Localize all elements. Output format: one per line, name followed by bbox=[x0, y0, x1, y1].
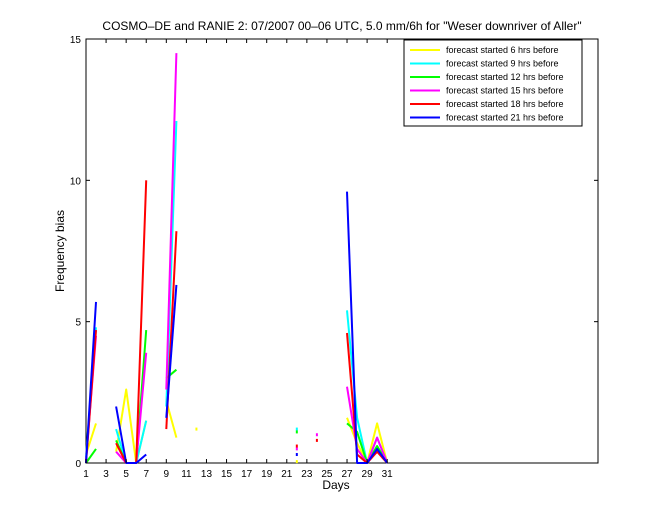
y-tick-label-0: 0 bbox=[75, 459, 81, 470]
series-layer bbox=[85, 53, 389, 464]
legend-label-2: forecast started 12 hrs before bbox=[446, 72, 564, 82]
legend: forecast started 6 hrs before forecast st… bbox=[403, 39, 583, 127]
series-3-line-2 bbox=[165, 53, 178, 390]
x-tick-label-15: 31 bbox=[382, 469, 394, 480]
x-tick-label-5: 11 bbox=[181, 469, 192, 480]
x-tick-label-14: 29 bbox=[362, 469, 374, 480]
x-tick-label-2: 5 bbox=[123, 469, 129, 480]
legend-box bbox=[403, 39, 583, 127]
x-tick-label-10: 21 bbox=[281, 469, 293, 480]
legend-label-4: forecast started 18 hrs before bbox=[446, 99, 564, 109]
x-tick-label-8: 17 bbox=[241, 469, 253, 480]
legend-label-0: forecast started 6 hrs before bbox=[446, 45, 559, 55]
x-tick-label-7: 15 bbox=[221, 469, 233, 480]
legend-label-3: forecast started 15 hrs before bbox=[446, 86, 564, 96]
x-tick-label-3: 7 bbox=[143, 469, 149, 480]
x-tick-label-12: 25 bbox=[321, 469, 333, 480]
x-tick-label-9: 19 bbox=[261, 469, 273, 480]
legend-label-1: forecast started 9 hrs before bbox=[446, 59, 559, 69]
x-tick-label-13: 27 bbox=[341, 469, 353, 480]
x-tick-label-4: 9 bbox=[164, 469, 170, 480]
y-tick-label-3: 15 bbox=[70, 35, 82, 46]
series-5-line-1 bbox=[115, 406, 147, 464]
x-axis-label: Days bbox=[322, 478, 349, 492]
legend-label-5: forecast started 21 hrs before bbox=[446, 113, 564, 123]
x-tick-label-0: 1 bbox=[83, 469, 89, 480]
chart-title: COSMO–DE and RANIE 2: 07/2007 00–06 UTC,… bbox=[102, 19, 581, 33]
x-tick-label-1: 3 bbox=[103, 469, 109, 480]
y-axis-label: Frequency bias bbox=[53, 210, 67, 292]
y-tick-label-1: 5 bbox=[75, 318, 81, 329]
x-tick-label-11: 23 bbox=[301, 469, 313, 480]
y-tick-label-2: 10 bbox=[70, 176, 82, 187]
series-5-line-0 bbox=[85, 301, 97, 464]
series-5-line-2 bbox=[165, 284, 178, 418]
x-tick-label-6: 13 bbox=[201, 469, 213, 480]
series-2-line-0 bbox=[85, 448, 97, 464]
legend-items: forecast started 6 hrs before forecast st… bbox=[410, 45, 564, 123]
